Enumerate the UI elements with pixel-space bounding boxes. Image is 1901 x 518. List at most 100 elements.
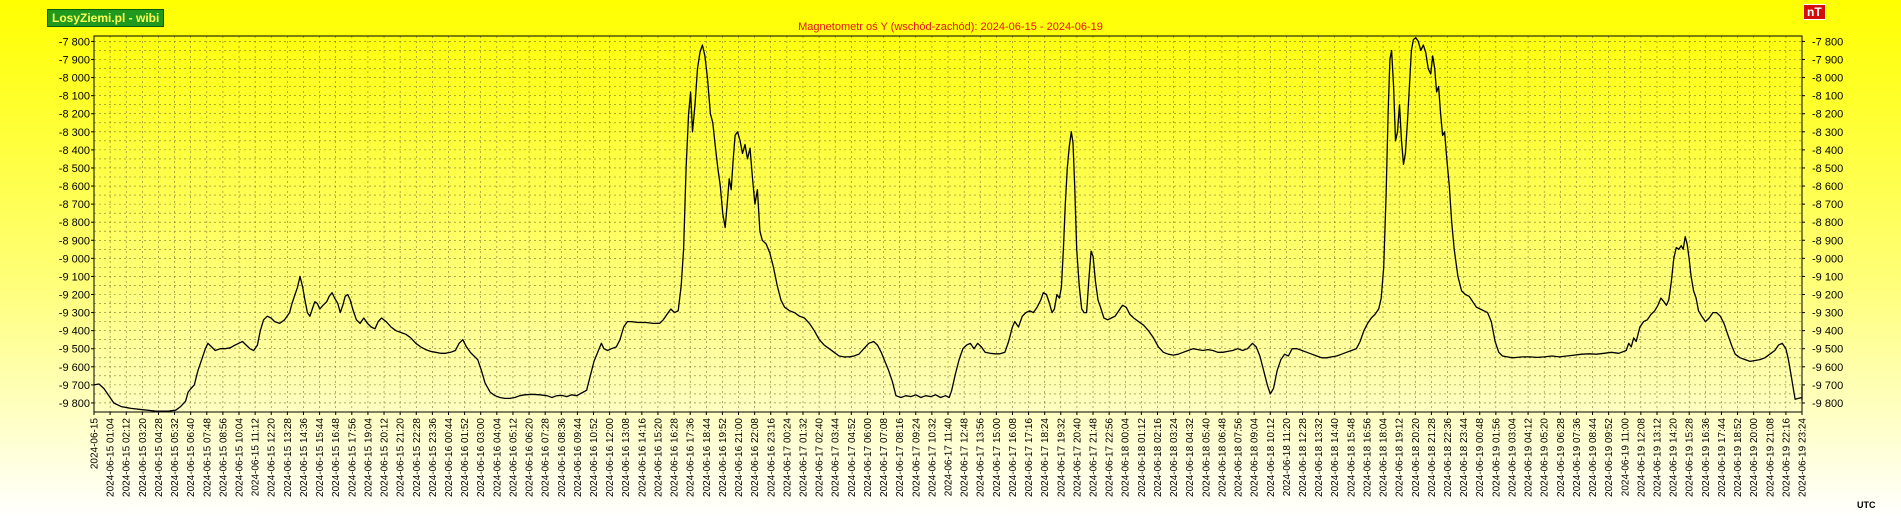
x-tick-label: 2024-06-17 02:40 — [815, 418, 826, 497]
x-tick-label: 2024-06-15 06:40 — [186, 418, 197, 497]
x-tick-label: 2024-06-16 14:16 — [637, 418, 648, 497]
x-tick-label: 2024-06-18 02:16 — [1153, 418, 1164, 497]
y-tick-label: -8 200 — [1812, 109, 1843, 121]
x-tick-label: 2024-06-19 07:36 — [1572, 418, 1583, 497]
x-tick-label: 2024-06-18 10:12 — [1266, 418, 1277, 497]
y-tick-label: -8 600 — [1812, 181, 1843, 193]
x-tick-label: 2024-06-16 08:36 — [557, 418, 568, 497]
x-tick-label: 2024-06-19 04:12 — [1524, 418, 1535, 497]
y-tick-label: -8 500 — [59, 163, 90, 175]
y-tick-label: -8 700 — [59, 199, 90, 211]
x-tick-label: 2024-06-15 12:20 — [267, 418, 278, 497]
y-tick-label: -8 300 — [59, 127, 90, 139]
x-tick-label: 2024-06-16 15:20 — [653, 418, 664, 497]
x-tick-label: 2024-06-15 08:56 — [218, 418, 229, 497]
x-tick-label: 2024-06-17 16:08 — [1008, 418, 1019, 497]
x-tick-label: 2024-06-15 01:04 — [106, 418, 117, 497]
x-tick-label: 2024-06-16 13:08 — [621, 418, 632, 497]
y-axis-right: -7 800 -7 900 -8 000 -8 100 -8 200 -8 300 -8 4… — [1802, 36, 1843, 410]
x-tick-label: 2024-06-19 21:08 — [1765, 418, 1776, 497]
x-tick-label: 2024-06-18 21:28 — [1427, 418, 1438, 497]
y-tick-label: -8 800 — [59, 217, 90, 229]
x-tick-label: 2024-06-15 17:56 — [347, 418, 358, 497]
x-tick-label: 2024-06-19 06:28 — [1556, 418, 1567, 497]
x-tick-label: 2024-06-17 22:56 — [1105, 418, 1116, 497]
x-tick-label: 2024-06-17 07:08 — [879, 418, 890, 497]
x-tick-label: 2024-06-17 18:24 — [1040, 418, 1051, 497]
x-tick-label: 2024-06-19 12:08 — [1636, 418, 1647, 497]
x-tick-label: 2024-06-15 02:12 — [122, 418, 133, 497]
x-tick-label: 2024-06-15 16:48 — [331, 418, 342, 497]
y-tick-label: -7 900 — [59, 55, 90, 67]
x-tick-label: 2024-06-15 11:12 — [251, 418, 262, 497]
y-tick-label: -8 900 — [59, 235, 90, 247]
x-tick-label: 2024-06-17 06:00 — [863, 418, 874, 497]
x-tick-label: 2024-06-18 06:48 — [1217, 418, 1228, 497]
x-tick-label: 2024-06-19 18:52 — [1733, 418, 1744, 497]
grid-lines — [94, 36, 1802, 412]
x-tick-label: 2024-06-17 04:52 — [847, 418, 858, 497]
x-tick-label: 2024-06-16 19:52 — [718, 418, 729, 497]
x-tick-label: 2024-06-17 17:16 — [1024, 418, 1035, 497]
y-tick-label: -8 100 — [59, 91, 90, 103]
x-tick-label: 2024-06-15 03:20 — [138, 418, 149, 497]
x-tick-label: 2024-06-18 03:24 — [1169, 418, 1180, 497]
x-tick-label: 2024-06-18 20:20 — [1411, 418, 1422, 497]
series-line — [93, 37, 1803, 412]
x-tick-label: 2024-06-19 00:48 — [1475, 418, 1486, 497]
x-tick-label: 2024-06-19 09:52 — [1604, 418, 1615, 497]
y-tick-label: -8 400 — [1812, 145, 1843, 157]
y-tick-label: -9 700 — [1812, 380, 1843, 392]
y-tick-label: -8 700 — [1812, 199, 1843, 211]
x-tick-label: 2024-06-17 15:00 — [992, 418, 1003, 497]
x-tick-label: 2024-06-19 01:56 — [1491, 418, 1502, 497]
y-tick-label: -7 800 — [1812, 36, 1843, 48]
x-tick-label: 2024-06-19 08:44 — [1588, 418, 1599, 497]
y-tick-label: -9 600 — [59, 362, 90, 374]
unit-badge: nT — [1803, 4, 1826, 20]
x-tick-label: 2024-06-19 17:44 — [1717, 418, 1728, 497]
x-tick-label: 2024-06-18 05:40 — [1201, 418, 1212, 497]
x-tick-label: 2024-06-19 14:20 — [1669, 418, 1680, 497]
y-tick-label: -9 800 — [59, 398, 90, 410]
x-tick-label: 2024-06-17 03:44 — [831, 418, 842, 497]
y-tick-label: -8 600 — [59, 181, 90, 193]
chart-title: Magnetometr oś Y (wschód-zachód): 2024-0… — [798, 21, 1103, 33]
x-tick-label: 2024-06-17 10:32 — [927, 418, 938, 497]
x-tick-label: 2024-06-16 05:12 — [508, 418, 519, 497]
y-tick-label: -9 300 — [1812, 308, 1843, 320]
x-tick-label: 2024-06-19 03:04 — [1507, 418, 1518, 497]
x-tick-label: 2024-06-15 07:48 — [202, 418, 213, 497]
x-tick-label: 2024-06-16 12:00 — [605, 418, 616, 497]
x-tick-label: 2024-06-17 08:16 — [895, 418, 906, 497]
x-tick-label: 2024-06-15 — [90, 418, 101, 470]
site-logo: LosyZiemi.pl - wibi — [47, 9, 165, 27]
x-tick-label: 2024-06-15 14:36 — [299, 418, 310, 497]
x-tick-label: 2024-06-15 05:32 — [170, 418, 181, 497]
x-tick-label: 2024-06-18 23:44 — [1459, 418, 1470, 497]
x-tick-label: 2024-06-16 09:44 — [573, 418, 584, 497]
x-tick-label: 2024-06-16 16:28 — [670, 418, 681, 497]
x-tick-label: 2024-06-18 18:04 — [1379, 418, 1390, 497]
x-tick-label: 2024-06-18 15:48 — [1346, 418, 1357, 497]
x-tick-label: 2024-06-16 00:44 — [444, 418, 455, 497]
y-tick-label: -9 400 — [59, 326, 90, 338]
x-tick-label: 2024-06-18 07:56 — [1234, 418, 1245, 497]
x-tick-label: 2024-06-19 20:00 — [1749, 418, 1760, 497]
x-tick-label: 2024-06-15 21:20 — [396, 418, 407, 497]
x-tick-label: 2024-06-18 19:12 — [1395, 418, 1406, 497]
x-tick-label: 2024-06-18 11:20 — [1282, 418, 1293, 497]
y-tick-label: -9 500 — [59, 344, 90, 356]
y-tick-label: -9 700 — [59, 380, 90, 392]
x-tick-label: 2024-06-18 04:32 — [1185, 418, 1196, 497]
y-tick-label: -8 400 — [59, 145, 90, 157]
x-tick-label: 2024-06-16 10:52 — [589, 418, 600, 497]
y-tick-label: -8 000 — [59, 73, 90, 85]
x-tick-label: 2024-06-18 01:12 — [1137, 418, 1148, 497]
x-tick-label: 2024-06-19 15:28 — [1685, 418, 1696, 497]
y-axis-left: -7 800 -7 900 -8 000 -8 100 -8 200 -8 300 -8 4… — [59, 36, 94, 410]
x-tick-label: 2024-06-16 22:08 — [750, 418, 761, 497]
x-tick-label: 2024-06-18 22:36 — [1443, 418, 1454, 497]
x-tick-label: 2024-06-19 16:36 — [1701, 418, 1712, 497]
